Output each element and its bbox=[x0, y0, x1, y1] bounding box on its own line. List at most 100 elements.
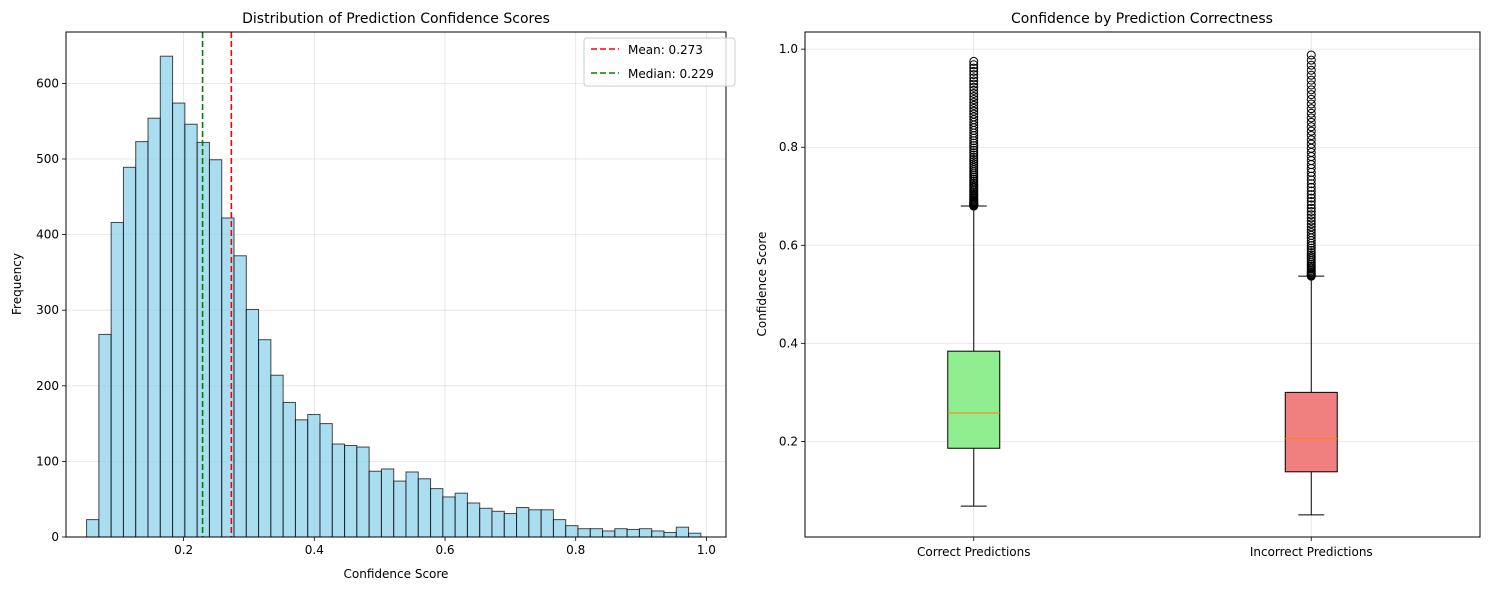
histogram-bar bbox=[368, 470, 382, 538]
histogram-bar bbox=[270, 374, 284, 538]
x-tick-label: Correct Predictions bbox=[917, 545, 1030, 559]
outlier-point bbox=[969, 159, 979, 169]
histogram-bar bbox=[589, 528, 604, 538]
x-tick-label: Incorrect Predictions bbox=[1250, 545, 1373, 559]
outlier-point bbox=[1306, 219, 1316, 229]
outlier-point bbox=[969, 60, 979, 70]
histogram-y-axis-label: Frequency bbox=[10, 253, 24, 315]
histogram-bar bbox=[245, 308, 260, 538]
outlier-point bbox=[969, 79, 979, 89]
histogram-bar bbox=[380, 468, 395, 538]
histogram-bar bbox=[638, 528, 653, 538]
outlier-point bbox=[1306, 248, 1316, 258]
histogram-bar bbox=[442, 496, 456, 538]
histogram-bar bbox=[663, 531, 677, 538]
outlier-point bbox=[1306, 113, 1316, 123]
histogram-bar bbox=[614, 528, 628, 538]
outlier-point bbox=[1306, 104, 1316, 114]
histogram-bar bbox=[626, 528, 640, 538]
boxplot-title: Confidence by Prediction Correctness bbox=[1011, 11, 1273, 27]
legend-median-label: Median: 0.229 bbox=[628, 67, 714, 81]
histogram-bar bbox=[516, 507, 530, 538]
outlier-point bbox=[969, 92, 979, 102]
outlier-point bbox=[1306, 210, 1316, 220]
box-group bbox=[1284, 50, 1338, 516]
outlier-point bbox=[1306, 193, 1316, 203]
histogram-legend: Mean: 0.273 Median: 0.229 bbox=[583, 37, 736, 87]
legend-mean-label: Mean: 0.273 bbox=[628, 43, 703, 57]
histogram-bar bbox=[135, 141, 149, 538]
boxplot-chart: Correct Predictions Incorrect Predictions… bbox=[755, 11, 1481, 559]
histogram-bar bbox=[454, 492, 468, 538]
outlier-point bbox=[969, 85, 979, 95]
histogram-bar bbox=[344, 445, 358, 538]
histogram-bar bbox=[491, 510, 505, 538]
x-tick-label: 0.4 bbox=[305, 543, 324, 557]
outlier-point bbox=[1306, 197, 1316, 207]
outlier-point bbox=[1306, 182, 1316, 192]
outlier-point bbox=[1306, 206, 1316, 216]
outlier-point bbox=[969, 145, 979, 155]
outlier-point bbox=[969, 157, 979, 167]
outlier-point bbox=[1306, 85, 1316, 95]
outlier-point bbox=[969, 152, 979, 162]
y-tick-label: 600 bbox=[36, 76, 59, 90]
outlier-point bbox=[969, 148, 979, 158]
outlier-point bbox=[969, 70, 979, 80]
outlier-point bbox=[1306, 126, 1316, 136]
histogram-x-ticks: 0.2 0.4 0.6 0.8 1.0 bbox=[174, 537, 716, 557]
outlier-point bbox=[969, 150, 979, 160]
outlier-point bbox=[1306, 65, 1316, 75]
y-tick-label: 0.2 bbox=[779, 434, 798, 448]
outlier-point bbox=[969, 143, 979, 153]
histogram-bar bbox=[393, 480, 407, 538]
outlier-point bbox=[969, 66, 979, 76]
histogram-y-ticks: 0 100 200 300 400 500 600 bbox=[36, 76, 66, 544]
outlier-point bbox=[969, 82, 979, 92]
x-tick-label: 0.6 bbox=[435, 543, 454, 557]
histogram-bar bbox=[565, 525, 579, 538]
y-tick-label: 0 bbox=[51, 530, 59, 544]
outliers bbox=[1306, 50, 1316, 281]
outlier-point bbox=[969, 154, 979, 164]
outlier-point bbox=[1306, 55, 1316, 65]
legend-box bbox=[583, 37, 736, 87]
histogram-bar bbox=[122, 166, 137, 538]
histogram-bar bbox=[688, 532, 702, 538]
histogram-bar bbox=[577, 528, 591, 538]
histogram-bar bbox=[307, 414, 321, 538]
y-tick-label: 0.6 bbox=[779, 238, 798, 252]
outlier-point bbox=[969, 97, 979, 107]
outlier-point bbox=[969, 56, 979, 66]
histogram-bar bbox=[221, 217, 235, 538]
outlier-point bbox=[1306, 245, 1316, 255]
outlier-point bbox=[1306, 80, 1316, 90]
outlier-point bbox=[1306, 222, 1316, 232]
histogram-bar bbox=[675, 526, 690, 538]
histogram-bar bbox=[282, 401, 296, 538]
histogram-bar bbox=[98, 333, 112, 538]
y-tick-label: 100 bbox=[36, 454, 59, 468]
histogram-bar bbox=[552, 519, 567, 538]
histogram-bar bbox=[233, 255, 247, 538]
y-tick-label: 0.8 bbox=[779, 140, 798, 154]
outlier-point bbox=[969, 73, 979, 83]
box-group bbox=[947, 56, 1001, 507]
histogram-bar bbox=[331, 443, 346, 538]
outlier-point bbox=[1306, 117, 1316, 127]
outlier-point bbox=[1306, 250, 1316, 260]
histogram-bar bbox=[294, 419, 309, 538]
boxplot-frame bbox=[804, 31, 1481, 538]
outlier-point bbox=[1306, 108, 1316, 118]
outlier-point bbox=[1306, 252, 1316, 262]
outlier-point bbox=[1306, 228, 1316, 238]
outlier-point bbox=[1306, 90, 1316, 100]
histogram-bar bbox=[159, 55, 174, 538]
outlier-point bbox=[1306, 122, 1316, 132]
histogram-bar bbox=[430, 488, 444, 538]
outlier-point bbox=[1306, 186, 1316, 196]
histogram-bar bbox=[147, 117, 161, 538]
histogram-x-axis-label: Confidence Score bbox=[344, 567, 449, 581]
outlier-point bbox=[969, 76, 979, 86]
histogram-bar bbox=[356, 446, 370, 538]
